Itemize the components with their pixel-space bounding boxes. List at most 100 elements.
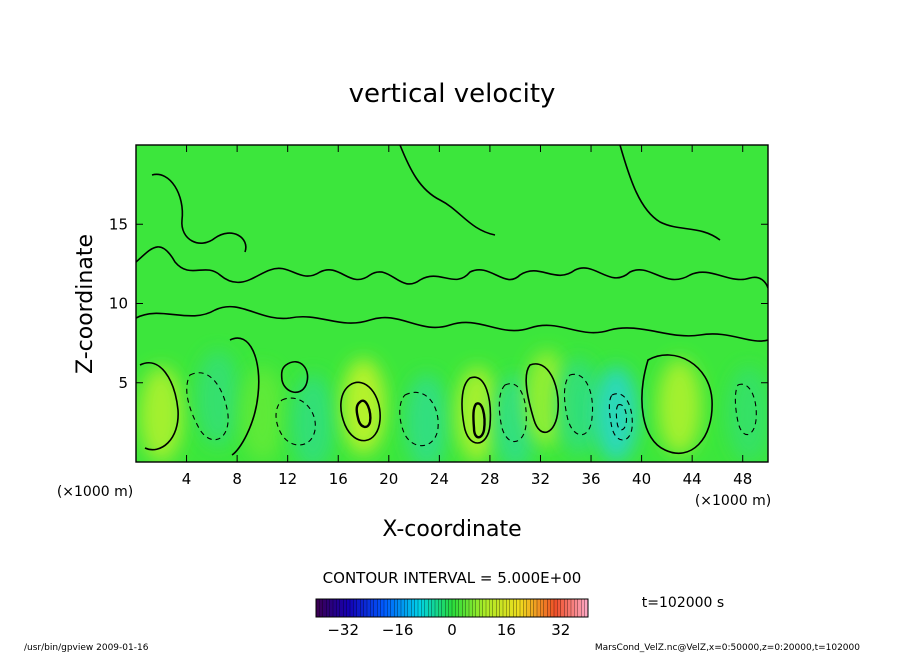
colorbar-swatch-53 (496, 598, 501, 618)
contour-cell-32 (525, 363, 559, 434)
colorbar-swatch-22 (390, 598, 395, 618)
colorbar-swatch-19 (380, 598, 385, 618)
colorbar-swatch-14 (363, 598, 368, 618)
colorbar-swatch-58 (513, 598, 518, 618)
colorbar-ticks: −32 −16 0 16 32 (327, 621, 570, 639)
contour-upper-envelope (136, 246, 768, 289)
colorbar-swatch-3 (326, 598, 331, 618)
colorbar-tick-3: 16 (497, 621, 516, 639)
colorbar-swatch-75 (570, 598, 575, 618)
colorbar-swatch-32 (424, 598, 429, 618)
colorbar-swatch-9 (346, 598, 351, 618)
contour-mid-band (136, 305, 768, 342)
colorbar-swatch-47 (475, 598, 480, 618)
colorbar-swatch-74 (567, 598, 572, 618)
colorbar-swatch-51 (489, 598, 494, 618)
colorbar-swatch-66 (540, 598, 545, 618)
colorbar-swatch-36 (438, 598, 443, 618)
colorbar: −32 −16 0 16 32 (315, 598, 589, 639)
x-tick-label-40: 40 (632, 470, 651, 488)
colorbar-swatch-56 (506, 598, 511, 618)
velocity-cell-4 (341, 358, 386, 455)
colorbar-swatch-27 (407, 598, 412, 618)
x-tick-label-12: 12 (278, 470, 297, 488)
colorbar-swatch-13 (360, 598, 365, 618)
colorbar-swatch-73 (564, 598, 569, 618)
velocity-cell-5 (404, 374, 449, 462)
colorbar-frame (315, 598, 589, 618)
colorbar-tick-2: 0 (447, 621, 457, 639)
colorbar-swatch-20 (383, 598, 388, 618)
colorbar-swatch-26 (404, 598, 409, 618)
footer-right: MarsCond_VelZ.nc@VelZ,x=0:50000,z=0:2000… (595, 643, 860, 653)
contour-dashed-48 (734, 383, 757, 436)
x-tick-label-4: 4 (182, 470, 192, 488)
colorbar-swatch-54 (499, 598, 504, 618)
contour-upper-mid (399, 145, 496, 236)
colorbar-swatch-50 (485, 598, 490, 618)
x-tick-label-36: 36 (581, 470, 600, 488)
contour-small-blob (280, 361, 309, 394)
colorbar-swatch-41 (455, 598, 460, 618)
colorbar-swatch-55 (502, 598, 507, 618)
colorbar-swatch-72 (560, 598, 565, 618)
contour-interval: CONTOUR INTERVAL = 5.000E+00 (323, 569, 582, 587)
colorbar-swatch-16 (370, 598, 375, 618)
colorbar-swatch-78 (581, 598, 586, 618)
colorbar-swatch-42 (458, 598, 463, 618)
colorbar-swatch-60 (519, 598, 524, 618)
colorbar-swatch-4 (329, 598, 334, 618)
colorbar-swatch-68 (547, 598, 552, 618)
colorbar-swatch-46 (472, 598, 477, 618)
time-label: t=102000 s (642, 595, 724, 611)
contour-cell-27 (461, 376, 492, 444)
colorbar-swatch-0 (315, 598, 320, 618)
colorbar-swatch-64 (533, 598, 538, 618)
velocity-cell-3 (290, 374, 335, 462)
colorbar-swatch-69 (550, 598, 555, 618)
colorbar-swatch-63 (530, 598, 535, 618)
x-unit-label: (×1000 m) (695, 493, 771, 509)
footer-left: /usr/bin/gpview 2009-01-16 (24, 643, 149, 653)
contour-upper-left-lobe (151, 173, 247, 253)
colorbar-swatch-57 (509, 598, 514, 618)
colorbar-tick-0: −32 (327, 621, 359, 639)
contour-dashed-38-inner (615, 404, 628, 431)
colorbar-swatch-10 (349, 598, 354, 618)
colorbar-tick-4: 32 (551, 621, 570, 639)
y-tick-label-10: 10 (109, 295, 128, 313)
x-axis: 4 8 12 16 20 24 28 32 36 40 44 48 (182, 145, 752, 488)
colorbar-swatch-52 (492, 598, 497, 618)
x-tick-label-16: 16 (329, 470, 348, 488)
contour-cell-10 (229, 337, 260, 456)
colorbar-swatch-39 (448, 598, 453, 618)
colorbar-swatch-1 (319, 598, 324, 618)
x-tick-label-44: 44 (683, 470, 702, 488)
velocity-cell-1 (196, 350, 241, 447)
colorbar-swatch-62 (526, 598, 531, 618)
colorbar-swatch-38 (445, 598, 450, 618)
y-unit-label: (×1000 m) (57, 484, 133, 500)
contour-cell-left (139, 362, 179, 451)
colorbar-swatch-76 (574, 598, 579, 618)
contour-dashed-35 (563, 373, 594, 436)
colorbar-swatch-70 (553, 598, 558, 618)
colorbar-tick-1: −16 (382, 621, 414, 639)
y-axis: 5 10 15 (109, 215, 768, 392)
colorbar-swatch-33 (428, 598, 433, 618)
colorbar-swatch-40 (451, 598, 456, 618)
colorbar-swatch-37 (441, 598, 446, 618)
x-tick-label-32: 32 (531, 470, 550, 488)
colorbar-swatch-77 (577, 598, 582, 618)
colorbar-swatch-49 (482, 598, 487, 618)
velocity-cell-6 (455, 366, 500, 462)
contour-cell-18-inner (355, 399, 372, 429)
contour-dashed-14 (275, 397, 316, 446)
x-tick-label-20: 20 (379, 470, 398, 488)
contour-cell-18 (340, 381, 381, 442)
colorbar-swatch-31 (421, 598, 426, 618)
contour-lines (136, 145, 768, 456)
colorbar-swatch-23 (394, 598, 399, 618)
colorbar-swatch-43 (462, 598, 467, 618)
